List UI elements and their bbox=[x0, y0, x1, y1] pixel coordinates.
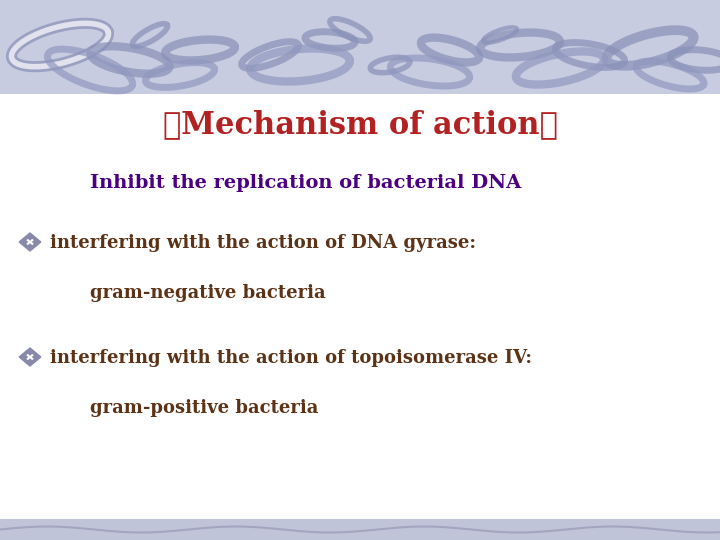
Polygon shape bbox=[27, 244, 32, 249]
Text: interfering with the action of topoisomerase IV:: interfering with the action of topoisome… bbox=[50, 349, 532, 367]
Polygon shape bbox=[27, 359, 32, 364]
Bar bbox=[0, 0, 720, 94]
Polygon shape bbox=[27, 235, 32, 240]
Polygon shape bbox=[22, 355, 27, 359]
Text: 【Mechanism of action】: 【Mechanism of action】 bbox=[163, 109, 557, 140]
Polygon shape bbox=[25, 238, 35, 246]
Polygon shape bbox=[19, 233, 41, 251]
Polygon shape bbox=[27, 350, 32, 355]
Bar bbox=[0, 519, 720, 540]
Polygon shape bbox=[32, 355, 38, 359]
Polygon shape bbox=[32, 240, 38, 244]
Polygon shape bbox=[22, 240, 27, 244]
Text: gram-positive bacteria: gram-positive bacteria bbox=[90, 399, 318, 417]
Text: gram-negative bacteria: gram-negative bacteria bbox=[90, 284, 325, 302]
Polygon shape bbox=[19, 348, 41, 366]
Polygon shape bbox=[25, 353, 35, 361]
Text: interfering with the action of DNA gyrase:: interfering with the action of DNA gyras… bbox=[50, 234, 476, 252]
Text: Inhibit the replication of bacterial DNA: Inhibit the replication of bacterial DNA bbox=[90, 174, 521, 192]
